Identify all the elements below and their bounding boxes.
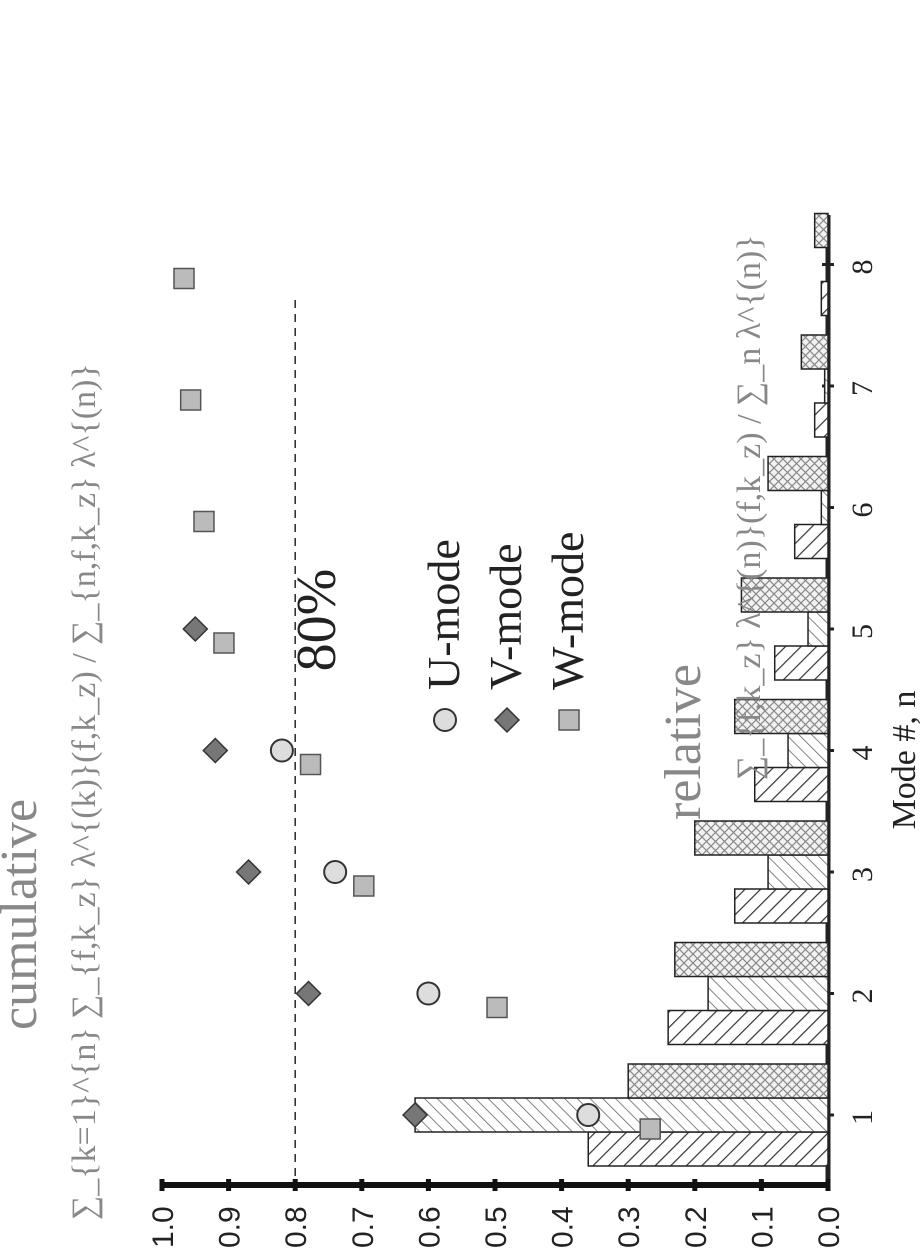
bar-w-mode-3 <box>694 820 829 856</box>
bar-v-mode-6 <box>820 489 829 526</box>
cumulative-w-mode-5 <box>213 632 235 654</box>
legend-marker-v-mode <box>493 706 521 734</box>
bar-u-mode-3 <box>734 888 829 924</box>
value-tick-label: 0.8 <box>280 1206 313 1248</box>
category-tick-label: 7 <box>846 381 879 396</box>
bar-w-mode-6 <box>767 455 829 492</box>
annotation-relative-word: relative <box>655 664 712 820</box>
cumulative-w-mode-4 <box>299 753 322 776</box>
value-tick-label: 0.4 <box>547 1206 580 1248</box>
annotation-cumulative-word: cumulative <box>0 799 48 1030</box>
bar-u-mode-2 <box>667 1009 829 1046</box>
category-tick-label: 4 <box>846 746 879 761</box>
value-tick-label: 0.3 <box>613 1206 646 1248</box>
value-tick-label: 0.7 <box>347 1206 380 1248</box>
bar-v-mode-4 <box>787 732 829 769</box>
cumulative-u-mode-2 <box>416 981 441 1006</box>
cumulative-w-mode-1 <box>639 1118 661 1140</box>
plot-area: 0.0 0.1 0.2 0.3 0.4 0.5 0.6 0.7 0.8 0.9 1.0 1 2 3 4 5 6 7… <box>0 212 923 1248</box>
annotation-relative-formula: ∑_{f,k_z} λ^{(n)}(f,k_z) / ∑_n λ^{(n)} <box>731 235 768 780</box>
legend-marker-w-mode <box>558 709 580 731</box>
bar-v-mode-1 <box>414 1097 829 1133</box>
bar-w-mode-4 <box>734 698 829 735</box>
legend-label-w-mode: W-mode <box>542 532 593 690</box>
value-tick-label: 1.0 <box>147 1206 180 1248</box>
bar-v-mode-7 <box>823 368 829 404</box>
category-tick-label: 8 <box>846 260 879 275</box>
legend-label-u-mode: U-mode <box>418 539 469 690</box>
value-tick-label: 0.1 <box>746 1206 779 1248</box>
value-tick-label: 0.9 <box>214 1206 247 1248</box>
bar-v-mode-2 <box>707 975 829 1012</box>
cumulative-w-mode-3 <box>353 875 375 897</box>
bar-u-mode-6 <box>793 523 829 560</box>
category-tick-label: 3 <box>846 867 879 882</box>
bar-v-mode-8 <box>825 246 829 283</box>
category-tick-label: 2 <box>846 989 879 1004</box>
annotation-cumulative-formula: ∑_{k=1}^{n} ∑_{f,k_z} λ^{(k)}(f,k_z) / ∑… <box>66 363 103 1220</box>
cumulative-v-mode-5 <box>182 615 209 643</box>
cumulative-v-mode-4 <box>202 737 229 764</box>
cumulative-v-mode-3 <box>235 858 262 886</box>
bar-w-mode-7 <box>800 334 829 370</box>
bar-w-mode-5 <box>740 577 829 613</box>
bar-v-mode-5 <box>807 611 829 647</box>
legend-label-v-mode: V-mode <box>480 543 531 690</box>
cumulative-v-mode-1 <box>402 1101 429 1129</box>
cumulative-u-mode-3 <box>323 860 348 884</box>
category-tick-label: 1 <box>846 1110 879 1125</box>
bar-u-mode-5 <box>773 645 829 681</box>
reference-line-label: 80% <box>286 569 348 672</box>
x-axis-label: Mode #, n <box>886 691 923 830</box>
bar-u-mode-8 <box>820 280 829 317</box>
cumulative-w-mode-8 <box>173 267 195 290</box>
cumulative-w-mode-7 <box>179 389 202 411</box>
value-tick-label: 0.5 <box>480 1206 513 1248</box>
value-tick-label: 0.6 <box>413 1206 446 1248</box>
value-tick-label: 0.0 <box>813 1206 846 1248</box>
bar-w-mode-2 <box>674 941 829 978</box>
category-tick-label: 6 <box>846 503 879 518</box>
category-tick-label: 5 <box>846 624 879 639</box>
cumulative-v-mode-2 <box>295 980 322 1007</box>
legend-marker-u-mode <box>433 708 457 732</box>
bar-u-mode-1 <box>587 1131 829 1167</box>
bar-v-mode-3 <box>767 854 829 890</box>
cumulative-w-mode-2 <box>486 996 508 1019</box>
bar-u-mode-7 <box>813 402 829 438</box>
bar-w-mode-8 <box>813 212 829 249</box>
cumulative-w-mode-6 <box>193 510 215 533</box>
cumulative-u-mode-1 <box>576 1103 601 1127</box>
cumulative-u-mode-4 <box>269 738 294 763</box>
value-tick-label: 0.2 <box>680 1206 713 1248</box>
bar-w-mode-1 <box>627 1063 829 1099</box>
